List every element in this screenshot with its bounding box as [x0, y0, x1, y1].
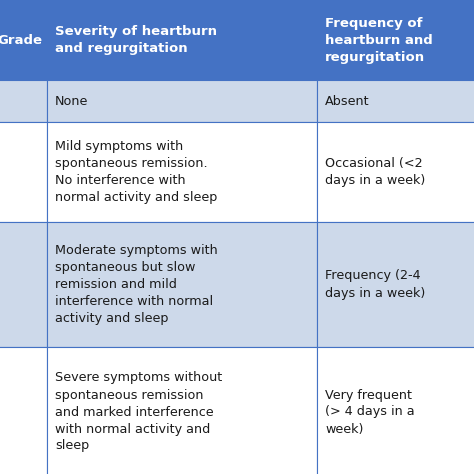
Bar — [47, 122, 317, 222]
Bar — [317, 347, 474, 474]
Text: None: None — [55, 94, 88, 108]
Text: Moderate symptoms with
spontaneous but slow
remission and mild
interference with: Moderate symptoms with spontaneous but s… — [55, 244, 218, 325]
Text: Grade: Grade — [0, 34, 42, 46]
Bar — [0, 222, 47, 347]
Bar — [317, 222, 474, 347]
Text: Mild symptoms with
spontaneous remission.
No interference with
normal activity a: Mild symptoms with spontaneous remission… — [55, 140, 218, 204]
Text: Severe symptoms without
spontaneous remission
and marked interference
with norma: Severe symptoms without spontaneous remi… — [55, 372, 222, 453]
Bar — [47, 0, 317, 80]
Bar — [0, 347, 47, 474]
Text: Frequency (2-4
days in a week): Frequency (2-4 days in a week) — [325, 270, 425, 300]
Text: Severity of heartburn
and regurgitation: Severity of heartburn and regurgitation — [55, 25, 217, 55]
Bar — [317, 0, 474, 80]
Bar — [47, 222, 317, 347]
Bar — [317, 122, 474, 222]
Bar — [47, 347, 317, 474]
Text: Occasional (<2
days in a week): Occasional (<2 days in a week) — [325, 157, 425, 187]
Text: Frequency of
heartburn and
regurgitation: Frequency of heartburn and regurgitation — [325, 17, 433, 64]
Bar — [0, 122, 47, 222]
Bar — [317, 80, 474, 122]
Bar — [0, 0, 47, 80]
Text: Absent: Absent — [325, 94, 370, 108]
Bar — [47, 80, 317, 122]
Text: Very frequent
(> 4 days in a
week): Very frequent (> 4 days in a week) — [325, 389, 415, 436]
Bar — [0, 80, 47, 122]
